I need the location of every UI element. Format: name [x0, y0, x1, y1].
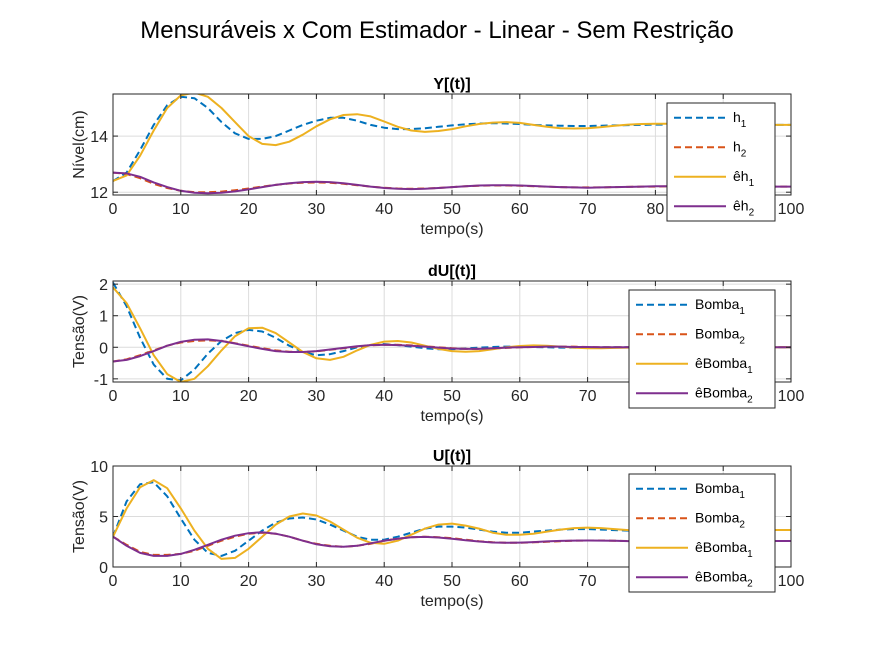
legend-label-name: Bomba [695, 325, 740, 341]
x-tick-label: 10 [172, 388, 190, 405]
x-tick-label: 0 [109, 573, 118, 590]
y-tick-label: 10 [90, 459, 108, 476]
legend-label-2: Bomba2 [695, 325, 745, 346]
legend-label-4: êh2 [733, 197, 755, 218]
legend-label-2: h2 [733, 138, 747, 159]
legend-label-subscript: 1 [739, 490, 745, 501]
legend-label-subscript: 2 [739, 519, 745, 530]
x-tick-label: 100 [778, 388, 805, 405]
legend-label-subscript: 1 [739, 306, 745, 317]
x-tick-label: 70 [579, 201, 597, 218]
x-tick-label: 10 [172, 201, 190, 218]
legend-label-subscript: 1 [747, 365, 753, 376]
legend-label-4: êBomba2 [695, 568, 753, 589]
subplot-title: Y[(t)] [433, 76, 470, 93]
x-tick-label: 60 [511, 388, 529, 405]
legend-label-1: h1 [733, 109, 747, 130]
legend-label-name: Bomba [695, 509, 740, 525]
legend-label-name: êBomba [695, 568, 747, 584]
legend-label-name: êBomba [695, 539, 747, 555]
y-tick-label: -1 [94, 372, 108, 389]
y-axis-label: Tensão(V) [71, 480, 88, 553]
legend-label-subscript: 1 [747, 549, 753, 560]
x-tick-label: 60 [511, 201, 529, 218]
legend-label-name: h [733, 109, 741, 125]
x-tick-label: 30 [308, 573, 326, 590]
y-tick-label: 12 [90, 185, 108, 202]
legend-label-subscript: 1 [749, 178, 755, 189]
legend-label-name: êBomba [695, 384, 747, 400]
x-tick-label: 100 [778, 573, 805, 590]
x-tick-label: 80 [647, 201, 665, 218]
x-axis-label: tempo(s) [420, 221, 483, 238]
legend-label-subscript: 2 [739, 335, 745, 346]
y-tick-label: 2 [99, 277, 108, 294]
legend-label-name: h [733, 138, 741, 154]
y-tick-label: 0 [99, 340, 108, 357]
y-tick-label: 0 [99, 560, 108, 577]
x-tick-label: 30 [308, 388, 326, 405]
x-tick-label: 20 [240, 201, 258, 218]
legend-label-subscript: 2 [741, 148, 747, 159]
subplot-1: 01020304050607080901001214Y[(t)]tempo(s)… [71, 76, 804, 238]
legend-label-name: êBomba [695, 355, 747, 371]
legend-label-subscript: 2 [747, 578, 753, 589]
x-tick-label: 50 [443, 201, 461, 218]
legend-label-3: êBomba1 [695, 539, 753, 560]
legend-label-3: êBomba1 [695, 355, 753, 376]
y-tick-label: 14 [90, 129, 108, 146]
x-tick-label: 20 [240, 573, 258, 590]
x-axis-label: tempo(s) [420, 408, 483, 425]
legend-box [666, 102, 776, 222]
legend-label-name: Bomba [695, 480, 740, 496]
legend-label-1: Bomba1 [695, 296, 745, 317]
x-tick-label: 40 [375, 573, 393, 590]
plots-container: 01020304050607080901001214Y[(t)]tempo(s)… [71, 76, 804, 610]
legend-label-name: êh [733, 168, 749, 184]
x-tick-label: 50 [443, 573, 461, 590]
legend-label-subscript: 2 [749, 207, 755, 218]
legend-label-4: êBomba2 [695, 384, 753, 405]
figure-title: Mensuráveis x Com Estimador - Linear - S… [140, 17, 734, 44]
legend-label-name: Bomba [695, 296, 740, 312]
x-tick-label: 0 [109, 201, 118, 218]
y-tick-label: 1 [99, 309, 108, 326]
subplot-3: 01020304050607080901000510U[(t)]tempo(s)… [71, 448, 804, 610]
legend-label-subscript: 2 [747, 394, 753, 405]
legend-label-1: Bomba1 [695, 480, 745, 501]
legend-label-2: Bomba2 [695, 509, 745, 530]
x-tick-label: 20 [240, 388, 258, 405]
legend-label-subscript: 1 [741, 119, 747, 130]
x-tick-label: 50 [443, 388, 461, 405]
subplot-title: U[(t)] [433, 448, 471, 465]
x-tick-label: 60 [511, 573, 529, 590]
legend-box [628, 473, 776, 593]
legend-label-3: êh1 [733, 168, 755, 189]
x-tick-label: 40 [375, 388, 393, 405]
y-axis-label: Tensão(V) [71, 295, 88, 368]
y-tick-label: 5 [99, 510, 108, 527]
y-axis-label: Nível(cm) [71, 110, 88, 178]
x-tick-label: 70 [579, 573, 597, 590]
x-tick-label: 10 [172, 573, 190, 590]
x-tick-label: 30 [308, 201, 326, 218]
x-tick-label: 70 [579, 388, 597, 405]
legend-box [628, 289, 776, 409]
x-tick-label: 0 [109, 388, 118, 405]
legend-label-name: êh [733, 197, 749, 213]
subplot-2: 0102030405060708090100-1012dU[(t)]tempo(… [71, 263, 804, 425]
x-axis-label: tempo(s) [420, 593, 483, 610]
subplot-title: dU[(t)] [428, 263, 476, 280]
x-tick-label: 40 [375, 201, 393, 218]
x-tick-label: 100 [778, 201, 805, 218]
